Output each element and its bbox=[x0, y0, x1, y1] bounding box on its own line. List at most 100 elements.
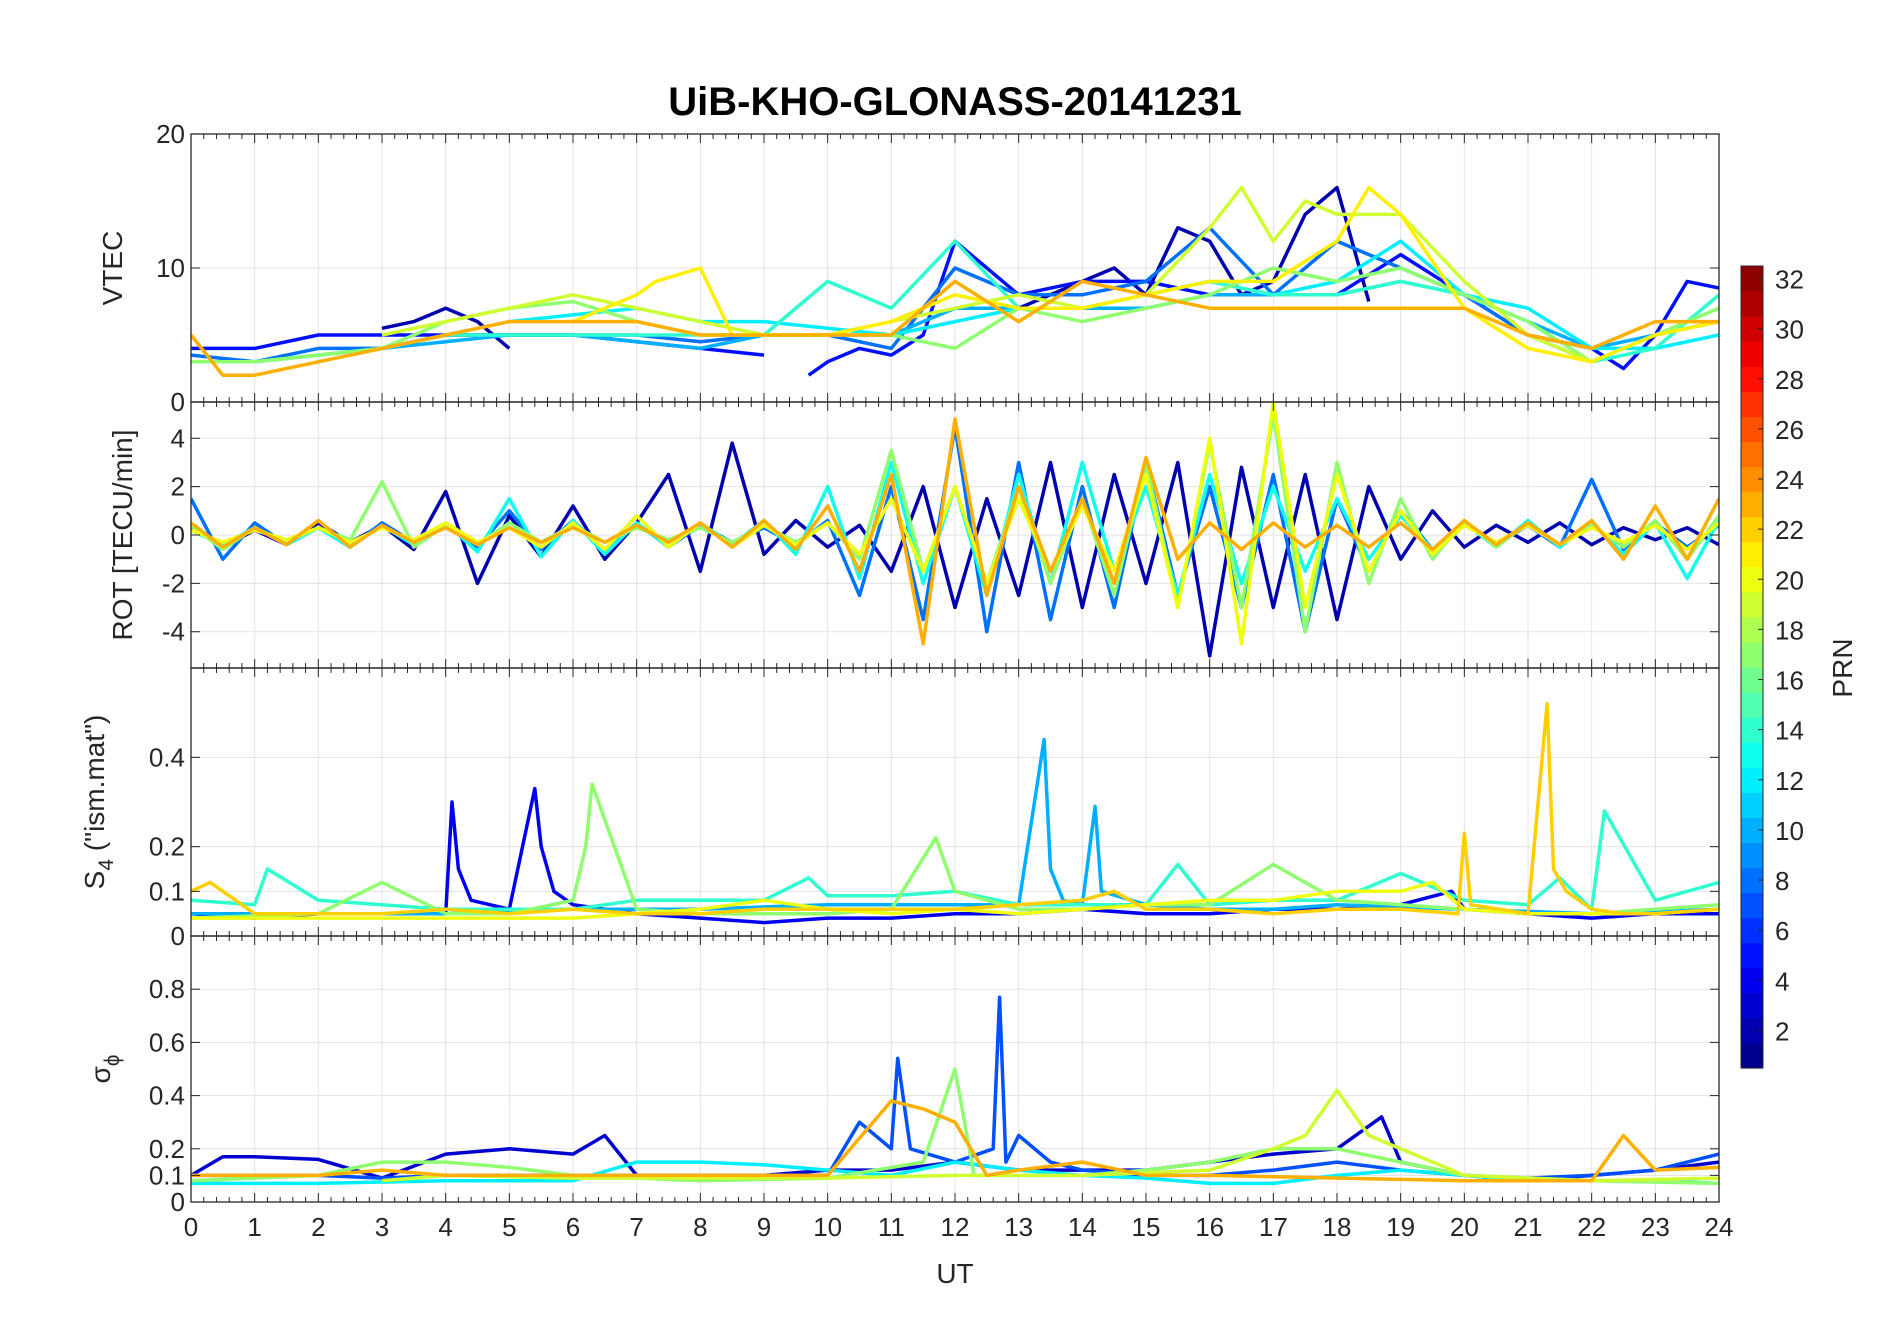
colorbar-tick-label: 18 bbox=[1775, 615, 1804, 645]
x-tick-label: 7 bbox=[629, 1212, 643, 1242]
colorbar-tick-label: 14 bbox=[1775, 716, 1804, 746]
x-tick-label: 12 bbox=[941, 1212, 970, 1242]
colorbar-level bbox=[1741, 391, 1763, 417]
y-tick-label: 0.2 bbox=[149, 1134, 185, 1164]
colorbar-level bbox=[1741, 591, 1763, 618]
y-tick-label: 0.8 bbox=[149, 974, 185, 1004]
series-group bbox=[191, 701, 1719, 925]
colorbar-level bbox=[1741, 717, 1763, 743]
colorbar-tick-label: 2 bbox=[1775, 1016, 1789, 1046]
colorbar-level bbox=[1741, 291, 1763, 317]
y-axis-label: VTEC bbox=[97, 231, 128, 306]
x-tick-label: 11 bbox=[878, 1212, 905, 1242]
colorbar-level bbox=[1741, 992, 1763, 1019]
colorbar-tick-label: 30 bbox=[1775, 315, 1804, 345]
y-axis-label-main: ROT [TECU/min] bbox=[107, 429, 138, 640]
y-tick-label: 0.4 bbox=[149, 742, 185, 772]
colorbar-label: PRN bbox=[1827, 638, 1858, 697]
y-axis-label-subscript: ϕ bbox=[101, 1054, 124, 1066]
colorbar-level bbox=[1741, 266, 1763, 292]
series-group bbox=[191, 185, 1719, 377]
y-axis-label-main: S bbox=[79, 871, 110, 890]
colorbar-level bbox=[1741, 692, 1763, 718]
colorbar-level bbox=[1741, 516, 1763, 543]
y-tick-label: 0 bbox=[171, 921, 185, 951]
series-line-prn-17 bbox=[191, 782, 1719, 920]
colorbar-level bbox=[1741, 341, 1763, 367]
colorbar-tick-label: 16 bbox=[1775, 666, 1804, 696]
x-tick-label: 17 bbox=[1259, 1212, 1288, 1242]
panel-1: -4 -2 0 2 4 ROT [TECU/min] bbox=[107, 401, 1720, 669]
x-tick-label: 8 bbox=[693, 1212, 707, 1242]
series-line-prn-23 bbox=[191, 1099, 1719, 1183]
y-tick-label: 0 bbox=[171, 520, 185, 550]
x-tick-label: 16 bbox=[1195, 1212, 1224, 1242]
y-axis-label: ROT [TECU/min] bbox=[107, 429, 138, 640]
x-tick-label: 24 bbox=[1705, 1212, 1734, 1242]
colorbar-level bbox=[1741, 441, 1763, 468]
colorbar-level bbox=[1741, 616, 1763, 643]
y-tick-label: -2 bbox=[162, 568, 185, 598]
chart-title: UiB-KHO-GLONASS-20141231 bbox=[668, 80, 1242, 124]
x-tick-label: 23 bbox=[1641, 1212, 1670, 1242]
colorbar-tick-label: 26 bbox=[1775, 415, 1804, 445]
y-axis-label-subscript: 4 bbox=[95, 859, 118, 871]
y-tick-label: 0.1 bbox=[149, 876, 185, 906]
colorbar-tick-label: 20 bbox=[1775, 565, 1804, 595]
y-tick-label: 2 bbox=[171, 472, 185, 502]
colorbar-level bbox=[1741, 892, 1763, 919]
y-tick-label: 0.4 bbox=[149, 1081, 185, 1111]
x-tick-label: 22 bbox=[1577, 1212, 1606, 1242]
colorbar-level bbox=[1741, 817, 1763, 844]
x-tick-label: 18 bbox=[1323, 1212, 1352, 1242]
colorbar-level bbox=[1741, 967, 1763, 994]
colorbar-level bbox=[1741, 541, 1763, 568]
colorbar-tick-label: 22 bbox=[1775, 515, 1804, 545]
colorbar-tick-label: 6 bbox=[1775, 916, 1789, 946]
colorbar-tick-label: 4 bbox=[1775, 966, 1789, 996]
y-tick-label: 0.1 bbox=[149, 1160, 185, 1190]
colorbar-tick-label: 28 bbox=[1775, 365, 1804, 395]
series-line-prn-23 bbox=[191, 279, 1719, 377]
colorbar-level bbox=[1741, 416, 1763, 443]
x-tick-label: 20 bbox=[1450, 1212, 1479, 1242]
colorbar-level bbox=[1741, 366, 1763, 392]
y-tick-label: 0 bbox=[171, 387, 185, 417]
y-axis-label-main: σ bbox=[85, 1066, 116, 1083]
x-tick-label: 19 bbox=[1386, 1212, 1415, 1242]
colorbar-level bbox=[1741, 742, 1763, 768]
y-tick-label: 0.2 bbox=[149, 832, 185, 862]
y-tick-label: 20 bbox=[156, 119, 185, 149]
colorbar-level bbox=[1741, 792, 1763, 818]
x-tick-label: 21 bbox=[1514, 1212, 1543, 1242]
series-group bbox=[191, 402, 1719, 658]
colorbar-level bbox=[1741, 917, 1763, 944]
x-tick-label: 14 bbox=[1068, 1212, 1097, 1242]
x-tick-label: 1 bbox=[247, 1212, 261, 1242]
y-axis-label-suffix: ("ism.mat") bbox=[79, 715, 110, 859]
x-axis-label: UT bbox=[936, 1258, 973, 1289]
x-tick-label: 10 bbox=[813, 1212, 842, 1242]
y-tick-label: 10 bbox=[156, 253, 185, 283]
x-tick-label: 6 bbox=[566, 1212, 580, 1242]
colorbar-tick-label: 12 bbox=[1775, 766, 1804, 796]
series-line-prn-19 bbox=[381, 1088, 1719, 1183]
panel-2: 0 0.1 0.2 0.4 S4 ("ism.mat") bbox=[79, 667, 1720, 951]
y-tick-label: 0 bbox=[171, 1187, 185, 1217]
y-tick-label: 0.6 bbox=[149, 1027, 185, 1057]
colorbar-level bbox=[1741, 1017, 1763, 1044]
x-tick-label: 15 bbox=[1132, 1212, 1161, 1242]
y-axis-label-main: VTEC bbox=[97, 231, 128, 306]
y-axis-label: σϕ bbox=[85, 1054, 124, 1083]
x-tick-label: 13 bbox=[1004, 1212, 1033, 1242]
y-axis-label: S4 ("ism.mat") bbox=[79, 715, 118, 890]
colorbar-level bbox=[1741, 466, 1763, 493]
x-tick-label: 9 bbox=[757, 1212, 771, 1242]
y-tick-label: 4 bbox=[171, 423, 185, 453]
series-line-prn-20 bbox=[191, 402, 1719, 646]
colorbar-level bbox=[1741, 1042, 1763, 1069]
